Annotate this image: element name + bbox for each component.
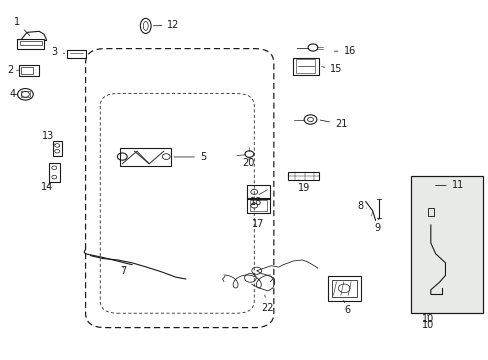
Bar <box>67 50 86 58</box>
Text: 18: 18 <box>249 197 262 207</box>
Bar <box>295 59 315 73</box>
Text: 9: 9 <box>374 218 380 233</box>
Bar <box>21 91 30 97</box>
Text: 22: 22 <box>261 295 274 313</box>
Text: 5: 5 <box>174 152 205 162</box>
Bar <box>49 163 60 182</box>
Text: 16: 16 <box>334 46 355 56</box>
Bar <box>19 65 39 76</box>
Bar <box>287 172 319 180</box>
Text: 14: 14 <box>41 182 53 192</box>
Text: 3: 3 <box>52 47 64 57</box>
Text: 15: 15 <box>321 64 342 74</box>
Text: 17: 17 <box>251 213 264 229</box>
Bar <box>246 198 270 213</box>
Text: 6: 6 <box>343 301 349 315</box>
Text: 20: 20 <box>242 157 254 168</box>
Bar <box>120 148 171 166</box>
Bar <box>410 176 482 313</box>
Text: 2: 2 <box>8 65 19 75</box>
Text: 10: 10 <box>421 320 433 330</box>
Text: 21: 21 <box>320 119 347 129</box>
Text: 13: 13 <box>41 131 55 145</box>
Text: 11: 11 <box>451 180 464 190</box>
Text: 8: 8 <box>357 201 366 211</box>
Text: 12: 12 <box>153 20 180 30</box>
Bar <box>327 276 360 301</box>
Text: 1: 1 <box>14 17 30 36</box>
Bar <box>331 280 356 297</box>
Text: 7: 7 <box>120 266 126 276</box>
Text: 10: 10 <box>421 313 433 324</box>
Text: 4: 4 <box>9 89 18 99</box>
Bar <box>17 39 44 49</box>
Bar <box>293 58 318 75</box>
Bar <box>427 208 433 216</box>
Bar <box>21 67 33 74</box>
Bar <box>53 141 61 156</box>
Bar <box>249 200 267 211</box>
Bar <box>246 185 270 199</box>
Text: 19: 19 <box>297 180 310 193</box>
Bar <box>20 41 41 45</box>
